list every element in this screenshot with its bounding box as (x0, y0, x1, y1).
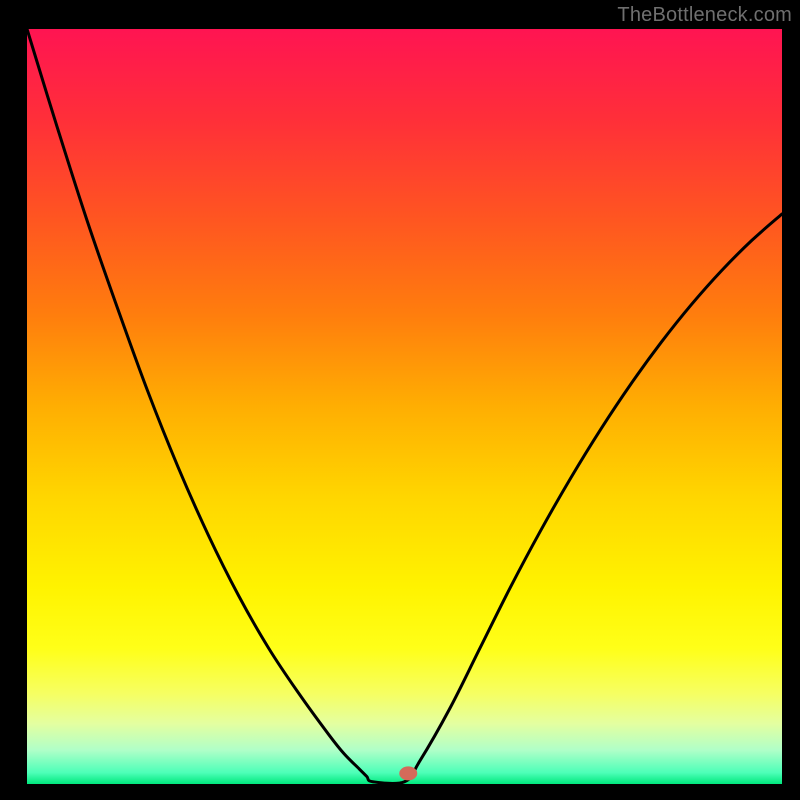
plot-background (27, 29, 782, 784)
bottleneck-chart (0, 0, 800, 800)
optimum-marker (399, 766, 417, 780)
